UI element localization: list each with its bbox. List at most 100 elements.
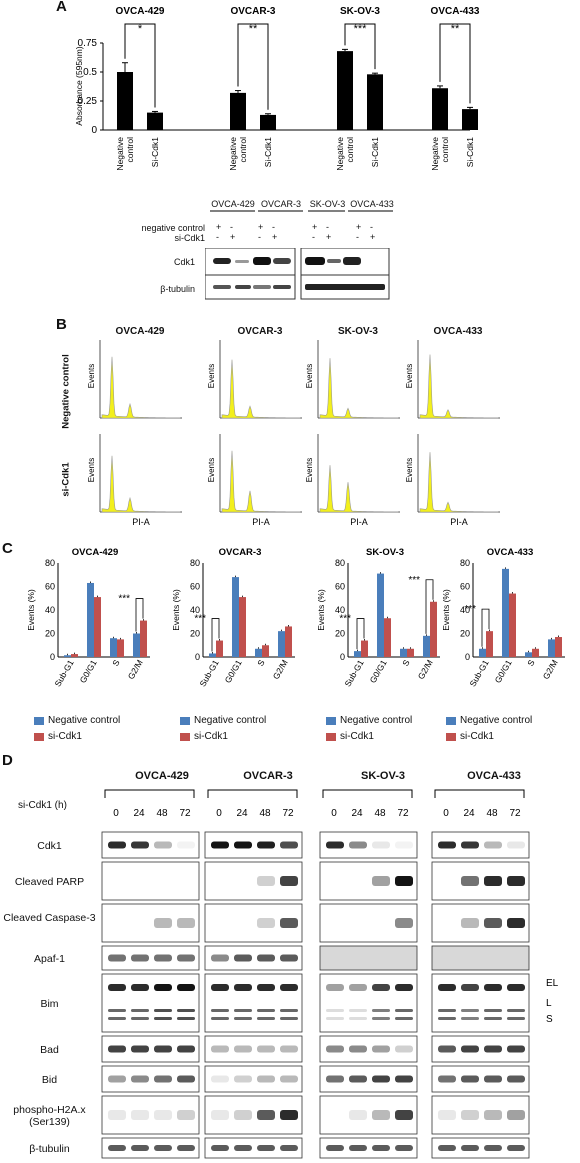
flow-x-label: PI-A [350, 517, 368, 527]
c-y-tick-label: 80 [335, 558, 345, 568]
flow-histogram [101, 356, 181, 419]
d-band-s [108, 1017, 126, 1020]
d-band [257, 841, 275, 849]
c-y-tick-label: 40 [45, 605, 55, 615]
flow-y-label: Events [305, 364, 314, 388]
d-band-s [372, 1017, 390, 1020]
c-x-label: Sub-G1 [52, 658, 75, 689]
c-x-label: G0/G1 [493, 658, 514, 685]
c-bar [262, 645, 269, 657]
blot-d-title-1: OVCA-429 [135, 770, 189, 782]
d-band [211, 1145, 229, 1151]
blot-sign: + [258, 222, 264, 232]
d-blot-box [204, 973, 303, 1033]
d-band [461, 876, 479, 886]
d-band [349, 1145, 367, 1151]
flow-y-label: Events [405, 364, 414, 388]
c-x-label: G2/M [271, 658, 290, 681]
c-bar [377, 573, 384, 657]
blot-a-tubulin-label: β-tubulin [160, 284, 195, 294]
d-band [108, 841, 126, 849]
d-band-l [131, 1009, 149, 1012]
d-band-l [177, 1009, 195, 1012]
d-row-label: Cdk1 [37, 840, 62, 852]
blot-d-title-4: OVCA-433 [467, 770, 521, 782]
a-significance-bracket [439, 23, 471, 104]
d-band [211, 1045, 229, 1053]
d-blot-box [319, 1137, 418, 1159]
d-band [484, 918, 502, 928]
d-band [154, 918, 172, 928]
c-bar [407, 648, 414, 657]
d-band [461, 918, 479, 928]
blot-a-group4: OVCA-433 [350, 199, 394, 209]
d-time-label: 72 [179, 808, 191, 819]
d-band-el [326, 984, 344, 991]
c-y-tick-label: 0 [340, 652, 345, 662]
c-bar [255, 648, 262, 657]
legend-si-1: si-Cdk1 [34, 731, 82, 742]
c-x-label: G2/M [541, 658, 560, 681]
c-x-label: G0/G1 [78, 658, 99, 685]
flow-x-label: PI-A [132, 517, 150, 527]
a-significance: *** [354, 23, 368, 35]
d-row-label: Bim [40, 998, 59, 1010]
flow-title-2: OVCAR-3 [237, 326, 283, 337]
d-band [326, 1075, 344, 1083]
time-label: si-Cdk1 (h) [18, 800, 67, 811]
d-band-el [372, 984, 390, 991]
blot-a-row2-label: si-Cdk1 [174, 233, 205, 243]
d-band [395, 1110, 413, 1120]
d-time-label: 0 [113, 808, 119, 819]
legend-neg-3: Negative control [326, 715, 412, 726]
c-bar [502, 568, 509, 657]
c-chart-title: OVCAR-3 [219, 547, 262, 558]
d-band [280, 1075, 298, 1083]
c-bar [548, 639, 555, 657]
a-significance-bracket [124, 23, 156, 108]
blot-sign: + [370, 232, 376, 242]
d-band-s [507, 1017, 525, 1020]
flow-y-label: Events [87, 458, 96, 482]
c-bar [278, 631, 285, 657]
d-band [131, 954, 149, 962]
a-bar [117, 72, 133, 130]
c-y-tick-label: 0 [50, 652, 55, 662]
d-band [395, 1145, 413, 1151]
d-band [177, 841, 195, 849]
d-band [484, 1145, 502, 1151]
c-bar [400, 648, 407, 657]
a-x-label: control [440, 137, 450, 163]
d-band-el [131, 984, 149, 991]
legend-neg-1: Negative control [34, 715, 120, 726]
c-bar [71, 654, 78, 657]
d-band [395, 841, 413, 849]
a-x-label: Negative [228, 137, 238, 171]
c-significance: *** [339, 614, 351, 625]
d-band [108, 1110, 126, 1120]
d-band [131, 1110, 149, 1120]
a-x-label: Negative [430, 137, 440, 171]
flow-histogram [101, 455, 181, 513]
d-blot-box [319, 903, 418, 943]
a-chart-title: OVCAR-3 [230, 6, 275, 17]
d-band [372, 876, 390, 886]
d-band-el [395, 984, 413, 991]
d-band [507, 1145, 525, 1151]
d-band [234, 1075, 252, 1083]
panel-letter-d: D [2, 752, 13, 769]
blot-sign: - [258, 232, 261, 242]
a-bar [337, 51, 353, 131]
d-time-label: 24 [133, 808, 145, 819]
flow-y-label: Events [405, 458, 414, 482]
d-band [326, 1045, 344, 1053]
d-band-s [349, 1017, 367, 1020]
panel-letter-a: A [56, 0, 67, 15]
c-y-tick-label: 40 [460, 605, 470, 615]
d-band [507, 1075, 525, 1083]
legend-swatch-red-1 [34, 732, 44, 741]
d-time-label: 24 [351, 808, 363, 819]
d-band [154, 1045, 172, 1053]
d-blot-box [431, 945, 530, 971]
c-bar [209, 653, 216, 657]
